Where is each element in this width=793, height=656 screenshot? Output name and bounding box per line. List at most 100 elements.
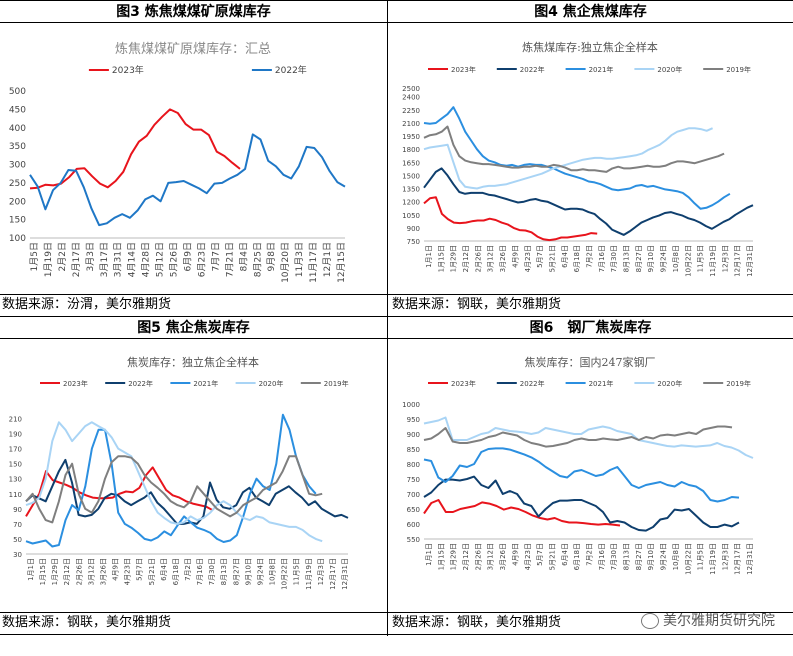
x-tick-label: 9月10日 <box>244 558 252 585</box>
series-line <box>423 125 725 173</box>
x-tick-label: 8月27日 <box>635 245 643 272</box>
y-tick-label: 750 <box>407 476 420 484</box>
x-tick-label: 10月8日 <box>672 245 680 272</box>
x-tick-label: 8月13日 <box>623 245 631 272</box>
x-tick-label: 1月5日 <box>29 242 40 271</box>
x-tick-label: 7月16日 <box>598 245 606 272</box>
x-tick-label: 11月17日 <box>308 242 319 283</box>
figure-3-source: 数据来源：汾渭，美尔雅期货 <box>2 297 172 312</box>
series-line <box>423 167 754 236</box>
x-tick-label: 7月2日 <box>184 558 192 581</box>
x-tick-label: 2月26日 <box>474 543 482 570</box>
x-tick-label: 4月14日 <box>127 242 138 277</box>
y-tick-label: 900 <box>407 431 420 439</box>
series-line <box>423 106 731 210</box>
x-tick-label: 5月7日 <box>536 245 544 268</box>
x-tick-label: 4月23日 <box>124 558 132 585</box>
panel-divider-vertical <box>387 0 388 636</box>
x-tick-label: 5月21日 <box>548 245 556 272</box>
rule-top <box>0 0 793 1</box>
series-line <box>423 196 598 242</box>
x-tick-label: 5月7日 <box>536 543 544 566</box>
x-tick-label: 1月1日 <box>425 245 433 268</box>
x-tick-label: 1月15日 <box>437 543 445 570</box>
x-tick-label: 10月22日 <box>281 558 289 590</box>
x-tick-label: 2月12日 <box>462 543 470 570</box>
y-tick-label: 350 <box>9 142 26 152</box>
rule-source-top <box>0 294 793 295</box>
x-tick-label: 3月26日 <box>499 543 507 570</box>
x-tick-label: 12月1日 <box>322 242 333 277</box>
series-line <box>423 127 714 190</box>
watermark: 美尔雅期货研究院 <box>641 610 775 632</box>
x-tick-label: 3月26日 <box>99 558 107 585</box>
x-tick-label: 9月24日 <box>256 558 264 585</box>
series-line <box>423 416 754 459</box>
x-tick-label: 11月19日 <box>709 543 717 575</box>
x-tick-label: 9月8日 <box>266 242 277 271</box>
rule-bottom <box>0 634 793 635</box>
x-tick-label: 11月19日 <box>305 558 313 590</box>
legend-label: 2022年 <box>275 64 307 76</box>
chart-title: 炼焦煤库存:独立焦企全样本 <box>522 40 658 54</box>
y-tick-label: 150 <box>9 461 22 469</box>
y-tick-label: 1500 <box>402 172 420 180</box>
rule-header-top <box>0 22 793 23</box>
series-line <box>25 458 349 525</box>
y-tick-label: 30 <box>13 551 22 559</box>
x-tick-label: 12月17日 <box>734 245 742 277</box>
series-line <box>25 413 317 548</box>
y-tick-label: 400 <box>9 124 26 134</box>
x-tick-label: 2月12日 <box>462 245 470 272</box>
x-tick-label: 11月5日 <box>697 245 705 272</box>
series-line <box>423 475 740 532</box>
y-tick-label: 1950 <box>402 133 420 141</box>
figure-3-header: 图3 炼焦煤煤矿原煤库存 <box>116 4 271 20</box>
figure-5-header: 图5 焦企焦炭库存 <box>137 320 250 336</box>
legend-label: 2023年 <box>451 379 476 388</box>
y-tick-label: 450 <box>9 105 26 115</box>
y-tick-label: 2400 <box>402 94 420 102</box>
y-tick-label: 130 <box>9 476 22 484</box>
x-tick-label: 6月18日 <box>573 543 581 570</box>
x-tick-label: 2月17日 <box>71 242 82 277</box>
x-tick-label: 8月4日 <box>238 242 249 271</box>
series-line <box>423 499 621 527</box>
x-tick-label: 1月1日 <box>425 543 433 566</box>
y-tick-label: 2250 <box>402 107 420 115</box>
x-tick-label: 5月12日 <box>155 242 166 277</box>
x-tick-label: 2月26日 <box>75 558 83 585</box>
y-tick-label: 1200 <box>402 199 420 207</box>
y-tick-label: 1800 <box>402 146 420 154</box>
series-line <box>25 421 323 543</box>
x-tick-label: 12月15日 <box>336 242 347 283</box>
y-tick-label: 210 <box>9 416 22 424</box>
y-tick-label: 700 <box>407 491 420 499</box>
y-tick-label: 150 <box>9 216 26 226</box>
y-tick-label: 1050 <box>402 212 420 220</box>
x-tick-label: 12月3日 <box>721 543 729 570</box>
x-tick-label: 12月31日 <box>746 543 754 575</box>
x-tick-label: 5月26日 <box>169 242 180 277</box>
y-tick-label: 1350 <box>402 186 420 194</box>
x-tick-label: 7月30日 <box>208 558 216 585</box>
x-tick-label: 2月26日 <box>474 245 482 272</box>
x-tick-label: 4月9日 <box>112 558 120 581</box>
y-tick-label: 190 <box>9 431 22 439</box>
x-tick-label: 5月7日 <box>136 558 144 581</box>
x-tick-label: 7月30日 <box>610 245 618 272</box>
rule-source-bottom <box>0 612 793 613</box>
legend-label: 2023年 <box>451 65 476 74</box>
x-tick-label: 5月21日 <box>548 543 556 570</box>
y-tick-label: 800 <box>407 461 420 469</box>
x-tick-label: 3月17日 <box>99 242 110 277</box>
x-tick-label: 7月21日 <box>224 242 235 277</box>
x-tick-label: 2月2日 <box>57 242 68 271</box>
x-tick-label: 8月27日 <box>232 558 240 585</box>
y-tick-label: 550 <box>407 536 420 544</box>
y-tick-label: 2500 <box>402 85 420 93</box>
x-tick-label: 8月25日 <box>252 242 263 277</box>
y-tick-label: 850 <box>407 446 420 454</box>
x-tick-label: 3月31日 <box>113 242 124 277</box>
y-tick-label: 200 <box>9 197 26 207</box>
